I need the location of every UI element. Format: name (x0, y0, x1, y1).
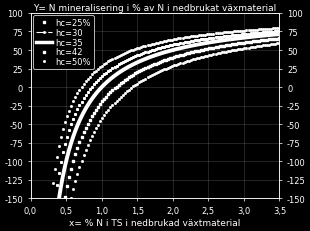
hc=30 (71, 118, 75, 121)
Title: Y= N mineralisering i % av N i nedbrukat växmaterial: Y= N mineralisering i % av N i nedbrukat… (33, 4, 277, 13)
hc=30 (55, 184, 59, 187)
hc=35 (277, 33, 281, 36)
hc=42 (277, 38, 281, 41)
hc=25% (135, 48, 139, 50)
hc=35 (132, 64, 135, 66)
hc=50% (108, 106, 112, 109)
hc=25% (108, 60, 112, 62)
Line: hc=30: hc=30 (56, 31, 280, 186)
Line: hc=42: hc=42 (64, 38, 281, 198)
hc=42 (63, 195, 67, 198)
hc=50% (115, 100, 118, 103)
Legend: hc=25%, hc=30, hc=35, hc=42, hc=50%: hc=25%, hc=30, hc=35, hc=42, hc=50% (33, 16, 94, 70)
hc=35 (136, 61, 140, 64)
hc=50% (164, 68, 168, 71)
hc=35 (248, 36, 252, 39)
hc=35 (57, 197, 61, 200)
X-axis label: x= % N i TS i nedbrukad växtmaterial: x= % N i TS i nedbrukad växtmaterial (69, 218, 241, 227)
hc=30 (117, 64, 121, 66)
hc=30 (277, 30, 281, 33)
hc=42 (273, 38, 277, 41)
hc=30 (201, 39, 205, 41)
Line: hc=35: hc=35 (59, 35, 279, 198)
hc=50% (69, 197, 73, 200)
hc=50% (216, 53, 219, 55)
hc=25% (183, 37, 187, 40)
hc=42 (92, 112, 96, 115)
Line: hc=50%: hc=50% (71, 43, 280, 199)
hc=25% (269, 28, 273, 31)
hc=30 (175, 43, 178, 46)
hc=50% (277, 43, 281, 46)
hc=35 (250, 36, 254, 39)
hc=25% (102, 64, 106, 66)
hc=25% (277, 27, 281, 30)
hc=42 (65, 185, 69, 188)
hc=42 (220, 46, 224, 48)
Line: hc=25%: hc=25% (52, 28, 280, 184)
hc=50% (249, 47, 252, 49)
hc=30 (177, 43, 180, 46)
hc=35 (79, 116, 83, 119)
hc=25% (156, 42, 160, 45)
hc=25% (51, 182, 55, 185)
hc=30 (129, 57, 133, 60)
hc=50% (232, 49, 236, 52)
hc=42 (156, 62, 160, 65)
hc=35 (102, 85, 105, 87)
hc=42 (218, 46, 222, 49)
